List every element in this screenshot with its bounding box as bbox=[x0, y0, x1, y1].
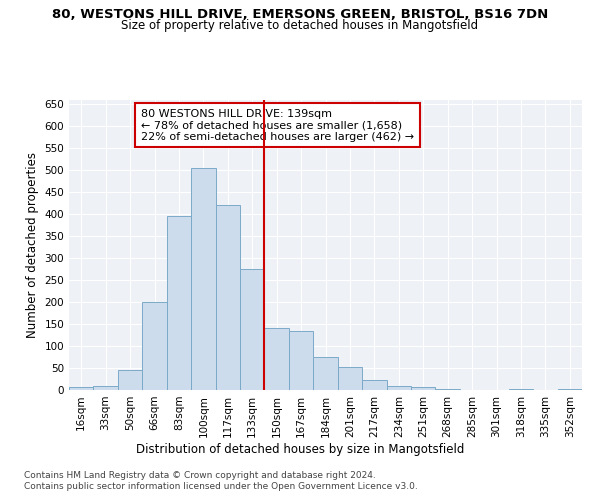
Bar bbox=[289, 330, 313, 390]
Bar bbox=[362, 380, 386, 390]
Bar bbox=[386, 386, 411, 390]
Text: 80, WESTONS HILL DRIVE, EMERSONS GREEN, BRISTOL, BS16 7DN: 80, WESTONS HILL DRIVE, EMERSONS GREEN, … bbox=[52, 8, 548, 20]
Text: Contains public sector information licensed under the Open Government Licence v3: Contains public sector information licen… bbox=[24, 482, 418, 491]
Bar bbox=[69, 387, 94, 390]
Bar bbox=[167, 216, 191, 390]
Text: Distribution of detached houses by size in Mangotsfield: Distribution of detached houses by size … bbox=[136, 442, 464, 456]
Text: Contains HM Land Registry data © Crown copyright and database right 2024.: Contains HM Land Registry data © Crown c… bbox=[24, 471, 376, 480]
Bar bbox=[215, 206, 240, 390]
Bar bbox=[142, 302, 167, 390]
Bar bbox=[191, 168, 215, 390]
Bar bbox=[411, 387, 436, 390]
Bar bbox=[94, 386, 118, 390]
Bar bbox=[313, 357, 338, 390]
Bar bbox=[509, 389, 533, 390]
Text: 80 WESTONS HILL DRIVE: 139sqm
← 78% of detached houses are smaller (1,658)
22% o: 80 WESTONS HILL DRIVE: 139sqm ← 78% of d… bbox=[141, 108, 414, 142]
Bar bbox=[436, 388, 460, 390]
Bar bbox=[118, 370, 142, 390]
Text: Size of property relative to detached houses in Mangotsfield: Size of property relative to detached ho… bbox=[121, 19, 479, 32]
Y-axis label: Number of detached properties: Number of detached properties bbox=[26, 152, 39, 338]
Bar bbox=[338, 367, 362, 390]
Bar bbox=[557, 389, 582, 390]
Bar bbox=[265, 328, 289, 390]
Bar bbox=[240, 269, 265, 390]
